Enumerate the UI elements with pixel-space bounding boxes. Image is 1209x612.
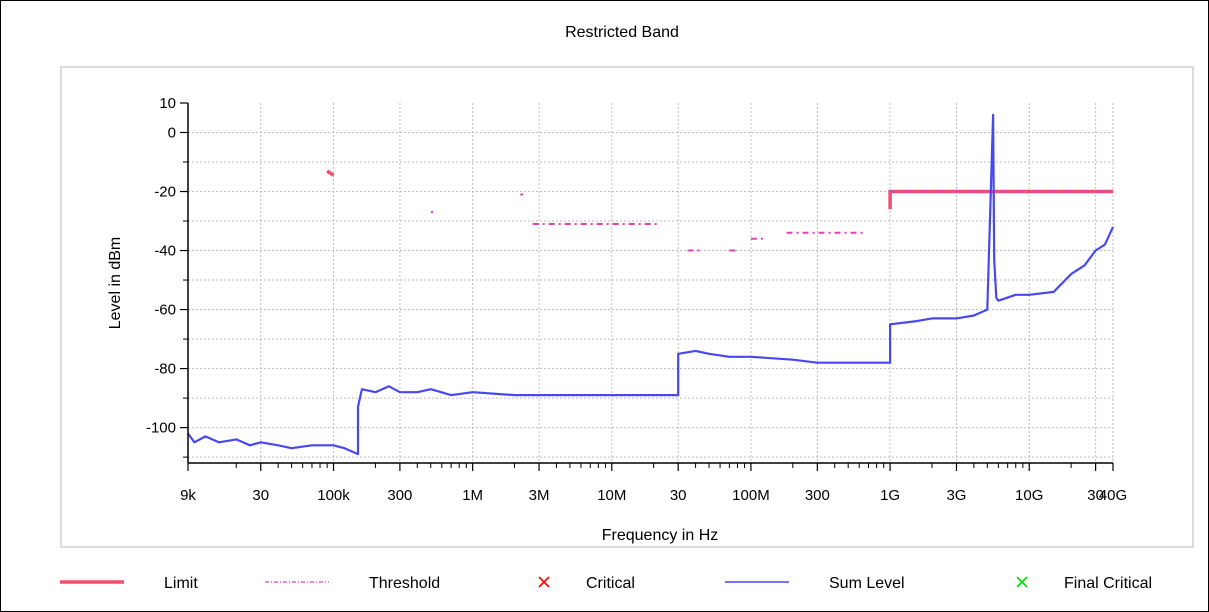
- x-tick-label: 1M: [462, 487, 483, 504]
- y-tick-label: 0: [168, 125, 176, 142]
- x-tick-label: 30: [252, 487, 269, 504]
- x-tick-label: 40G: [1099, 487, 1127, 504]
- x-tick-label: 3G: [946, 487, 966, 504]
- y-tick-label: -40: [154, 243, 176, 260]
- axes: [187, 103, 1113, 464]
- legend-label: Final Critical: [1064, 575, 1152, 592]
- x-tick-label: 100M: [732, 487, 770, 504]
- y-tick-label: 10: [159, 95, 176, 112]
- legend-label: Sum Level: [829, 575, 905, 592]
- plot-panel: [60, 66, 1194, 548]
- y-axis-ticks: 10 0 -20 -40 -60 -80 -100: [146, 95, 188, 458]
- x-tick-label: 3M: [529, 487, 550, 504]
- x-tick-label: 10G: [1015, 487, 1043, 504]
- y-axis-label: Level in dBm: [107, 237, 124, 330]
- y-tick-label: -80: [154, 361, 176, 378]
- x-tick-label: 10M: [597, 487, 626, 504]
- series-layer: [187, 113, 1115, 456]
- x-tick-label: 1G: [880, 487, 900, 504]
- y-tick-label: -20: [154, 184, 176, 201]
- x-axis-label: Frequency in Hz: [602, 527, 719, 544]
- legend-swatch-x: [1016, 576, 1028, 588]
- x-tick-label: 30: [1087, 487, 1104, 504]
- grid-lines: [188, 103, 1114, 463]
- series-sum-level-line: [187, 113, 1115, 456]
- x-tick-label: 100k: [317, 487, 350, 504]
- legend-label: Limit: [164, 575, 198, 592]
- x-tick-label: 300: [387, 487, 412, 504]
- legend-label: Threshold: [369, 575, 440, 592]
- legend-swatch-x: [538, 576, 550, 588]
- x-tick-label: 30: [670, 487, 687, 504]
- chart-title: Restricted Band: [565, 24, 679, 41]
- legend: Limit Threshold Critical Sum Level Final Cri…: [60, 575, 1152, 592]
- legend-label: Critical: [586, 575, 635, 592]
- y-tick-label: -60: [154, 302, 176, 319]
- x-tick-label: 300: [805, 487, 830, 504]
- series-limit-segment: [326, 169, 335, 177]
- y-tick-label: -100: [146, 420, 176, 437]
- x-tick-label: 9k: [180, 487, 196, 504]
